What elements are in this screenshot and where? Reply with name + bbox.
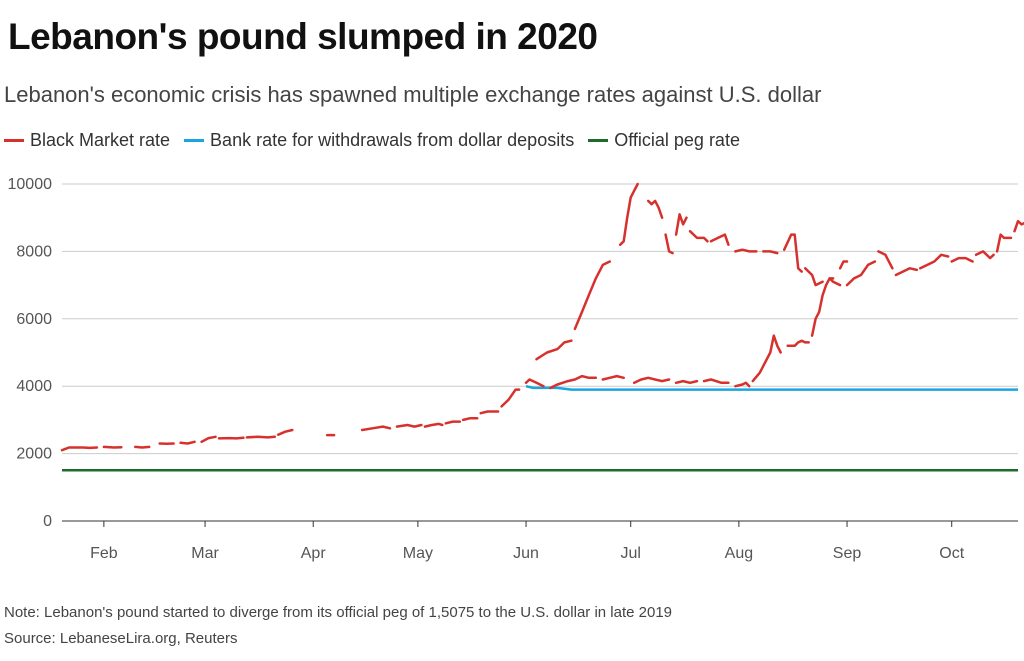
series-line-black-market-segment — [803, 267, 824, 287]
line-chart: 0 2000 4000 6000 8000 10000 Feb Mar Apr May Jun Jul… — [8, 176, 1024, 562]
x-tick-label: May — [403, 545, 433, 562]
series-line-black-market-segment — [950, 256, 974, 263]
series-line-black-market-segment — [200, 435, 217, 444]
series-line-black-market-segment — [828, 277, 842, 287]
series-line-black-market-segment — [60, 446, 99, 452]
series-line-black-market-segment — [734, 248, 758, 253]
legend-swatch-black-market — [4, 139, 24, 142]
series-line-black-market-segment — [360, 425, 392, 432]
series-line-black-market-segment — [277, 428, 294, 436]
x-tick-label: Feb — [90, 545, 118, 562]
legend-swatch-bank-rate — [184, 139, 205, 142]
series-line-black-market-segment — [810, 277, 835, 337]
series-line-black-market-segment — [974, 250, 995, 260]
series-line-black-market-segment — [573, 260, 612, 331]
series-line-black-market-segment — [674, 213, 688, 236]
series-line-black-market-segment — [618, 182, 639, 246]
y-tick-label: 4000 — [16, 378, 52, 395]
source-line: Source: LebaneseLira.org, Reuters — [4, 630, 238, 647]
series-line-black-market-segment — [461, 416, 479, 422]
y-tick-label: 6000 — [16, 311, 52, 328]
series-line-black-market-segment — [919, 253, 950, 270]
legend-label-bank-rate: Bank rate for withdrawals from dollar de… — [210, 130, 575, 150]
series-line-black-market-segment — [423, 422, 444, 428]
y-tick-label: 2000 — [16, 446, 52, 463]
legend-item-black-market: Black Market rate — [4, 130, 170, 151]
x-tick-label: Apr — [301, 545, 327, 562]
series-line-bank-rate — [525, 384, 1018, 391]
series-line-black-market-segment — [524, 378, 545, 388]
series-line-black-market-segment — [845, 260, 877, 287]
chart-subtitle: Lebanon's economic crisis has spawned mu… — [4, 82, 822, 107]
footnote: Note: Lebanon's pound started to diverge… — [4, 604, 673, 621]
series-line-black-market-segment — [1013, 219, 1024, 233]
chart-title: Lebanon's pound slumped in 2020 — [8, 16, 598, 57]
series-line-black-market-segment — [500, 388, 521, 408]
y-tick-label: 8000 — [16, 243, 52, 260]
series-line-black-market-segment — [674, 379, 699, 385]
series-line-black-market-segment — [786, 339, 810, 348]
x-tick-label: Jul — [620, 545, 640, 562]
series-line-black-market-segment — [877, 250, 894, 270]
legend-swatch-official-peg — [588, 139, 609, 142]
series-line-black-market-segment — [688, 229, 709, 243]
series-line-black-market-segment — [709, 233, 730, 246]
series-line-black-market-segment — [646, 199, 664, 219]
y-tick-label: 10000 — [8, 176, 53, 193]
legend-item-official-peg: Official peg rate — [588, 130, 740, 151]
y-tick-label: 0 — [43, 513, 52, 530]
series-line-black-market-segment — [134, 445, 151, 449]
series-line-black-market-segment — [535, 339, 573, 361]
series-line-black-market-segment — [838, 260, 849, 270]
series-line-black-market-segment — [632, 376, 671, 385]
series-line-black-market-segment — [102, 445, 123, 449]
series-line-black-market-segment — [217, 436, 245, 440]
series-line-black-market-segment — [995, 233, 1013, 253]
series-line-black-market-segment — [664, 233, 674, 255]
series-line-black-market-segment — [549, 374, 598, 390]
x-tick-label: Sep — [833, 545, 862, 562]
series-line-black-market-segment — [762, 250, 779, 255]
series-line-black-market-segment — [179, 440, 196, 445]
series-line-black-market-segment — [601, 374, 625, 381]
series-line-black-market-segment — [894, 267, 919, 277]
series-line-black-market-segment — [782, 233, 803, 273]
series-line-black-market-segment — [734, 381, 751, 388]
legend-item-bank-rate: Bank rate for withdrawals from dollar de… — [184, 130, 574, 151]
series-line-black-market-segment — [751, 334, 782, 383]
series-line-black-market-segment — [444, 420, 462, 425]
series-line-black-market-segment — [702, 378, 730, 385]
x-tick-label: Oct — [939, 545, 964, 562]
series-line-black-market-segment — [395, 423, 423, 428]
x-tick-label: Mar — [191, 545, 219, 562]
series-line-black-market-segment — [479, 410, 500, 415]
series-line-black-market-segment — [245, 435, 277, 439]
legend-label-official-peg: Official peg rate — [614, 130, 740, 150]
legend: Black Market rate Bank rate for withdraw… — [4, 130, 754, 151]
x-tick-label: Aug — [725, 545, 753, 562]
legend-label-black-market: Black Market rate — [30, 130, 171, 150]
x-tick-label: Jun — [513, 545, 539, 562]
